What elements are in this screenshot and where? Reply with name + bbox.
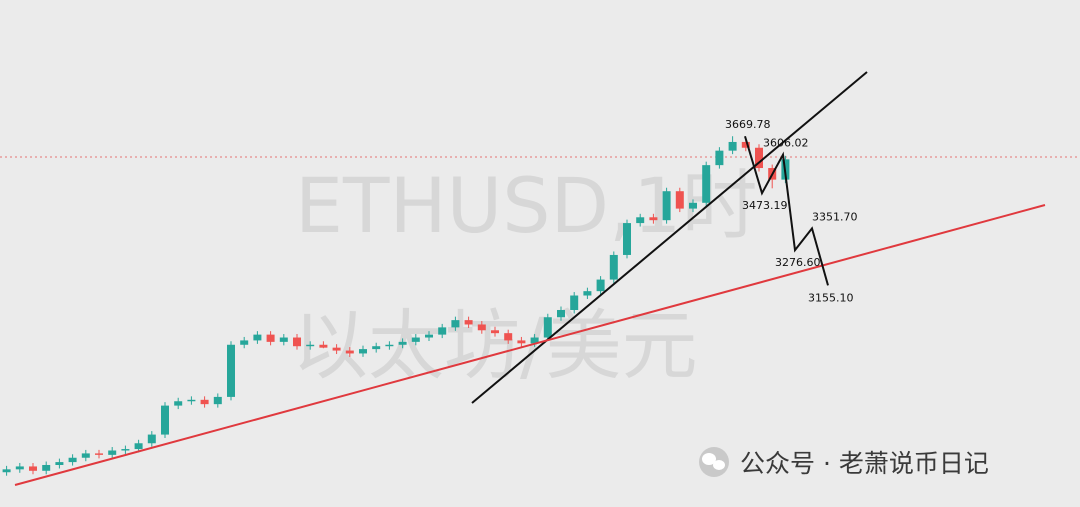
candle-body (438, 327, 447, 335)
price-annotation: 3606.02 (763, 137, 809, 150)
candle-body (662, 191, 671, 221)
candle-body (213, 396, 222, 405)
candle-body (147, 434, 156, 444)
candle-body (675, 191, 684, 209)
candle-body (425, 334, 433, 338)
price-annotation: 3473.19 (742, 199, 788, 212)
candle-body (187, 399, 196, 402)
candle-body (623, 223, 631, 255)
price-annotation: 3351.70 (812, 210, 858, 223)
trend-line (471, 71, 868, 404)
candle-body (174, 401, 183, 406)
candle-body (81, 453, 90, 458)
projection-path (744, 135, 829, 286)
candle-body (68, 457, 77, 463)
candle-body (15, 466, 24, 470)
candle-body (596, 279, 605, 292)
candle-body (266, 334, 275, 342)
candle-body (728, 141, 737, 151)
candle-body (372, 346, 381, 350)
candle-body (55, 462, 64, 465)
candle-body (530, 337, 539, 344)
candle-body (385, 344, 394, 347)
candle-body (134, 443, 143, 450)
watermark-name: 以太坊/美元 (292, 301, 698, 390)
candle-body (42, 464, 51, 471)
wechat-icon (702, 453, 716, 465)
candle-body (477, 324, 486, 331)
candle-body (121, 449, 130, 451)
candle-body (491, 330, 499, 334)
candle-body (293, 337, 301, 347)
candle-body (411, 337, 420, 342)
candle-body (227, 344, 235, 397)
candle-body (240, 340, 249, 345)
candle-body (161, 405, 169, 435)
credit-text: 公众号 · 老萧说币日记 (740, 449, 989, 478)
candle-body (570, 295, 579, 310)
candle-body (504, 333, 513, 341)
candle-body (345, 350, 354, 354)
candle-body (29, 466, 37, 471)
candle-body (398, 341, 407, 345)
candle-body (108, 450, 117, 455)
candle-body (451, 320, 460, 328)
candle-body (689, 202, 697, 209)
price-annotation: 3276.60 (775, 256, 821, 269)
candle-body (464, 320, 473, 325)
candle-body (755, 147, 763, 169)
candles (2, 136, 790, 476)
candle-body (332, 347, 341, 351)
candle-body (702, 165, 711, 203)
candle-body (200, 399, 209, 405)
candle-body (543, 317, 552, 338)
candle-body (319, 344, 328, 348)
candle-body (741, 141, 750, 148)
candle-body (306, 344, 315, 347)
candle-body (95, 453, 103, 455)
candle-body (583, 291, 592, 296)
candle-body (715, 150, 724, 166)
candle-body (2, 469, 11, 473)
watermark-symbol: ETHUSD,1时 (295, 161, 758, 250)
candle-body (557, 309, 565, 318)
price-annotation: 3155.10 (808, 291, 854, 304)
candle-body (636, 217, 645, 224)
candle-body (609, 254, 618, 280)
candle-body (253, 334, 262, 341)
support-line (14, 204, 1046, 486)
candle-body (517, 340, 526, 344)
price-annotation: 3669.78 (725, 118, 771, 131)
projection: 3669.78 3473.19 3606.02 3276.60 3351.70 3155.… (725, 118, 858, 304)
candle-body (279, 337, 288, 342)
credit: 公众号 · 老萧说币日记 (699, 447, 989, 478)
candle-body (649, 217, 658, 221)
wechat-icon (713, 460, 725, 470)
candle-body (359, 349, 367, 354)
